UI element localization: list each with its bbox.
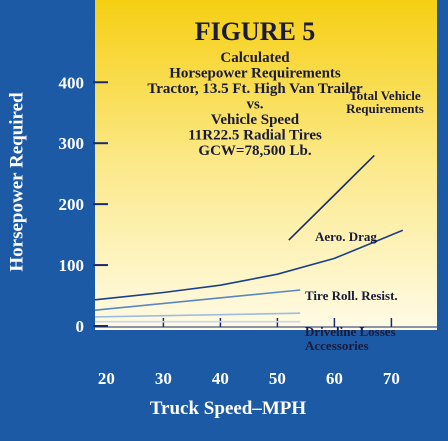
chart-subtitle: Horsepower Requirements <box>169 66 341 82</box>
chart-subtitle: Calculated <box>220 50 290 66</box>
y-tick-label: 300 <box>59 134 85 153</box>
x-tick-label: 60 <box>326 369 343 388</box>
series-line <box>94 289 301 311</box>
y-tick-label: 200 <box>59 195 85 214</box>
chart-subtitle: Tractor, 13.5 Ft. High Van Trailer <box>147 81 363 97</box>
series-label: Driveline Losses <box>305 324 396 339</box>
y-tick-label: 100 <box>59 256 85 275</box>
series-label: Tire Roll. Resist. <box>305 288 398 303</box>
series-label: Aero. Drag <box>315 229 377 244</box>
chart-subtitle: vs. <box>246 97 263 113</box>
series-label: Total Vehicle Requirements <box>346 88 424 116</box>
y-tick-label: 0 <box>76 317 85 336</box>
x-tick-label: 40 <box>212 369 229 388</box>
chart-subtitle: Vehicle Speed <box>211 112 300 128</box>
x-axis-label: Truck Speed–MPH <box>150 398 307 419</box>
x-tick-label: 20 <box>98 369 115 388</box>
plot-area <box>95 0 437 330</box>
x-tick-label: 70 <box>383 369 400 388</box>
series-label: Accessories <box>305 338 369 353</box>
x-tick-label: 30 <box>155 369 172 388</box>
series-line <box>94 312 301 318</box>
series-line <box>94 229 404 301</box>
chart-subtitle: GCW=78,500 Lb. <box>198 143 311 159</box>
chart-title: FIGURE 5 <box>195 17 316 46</box>
series-line <box>288 154 375 241</box>
chart-subtitle: 11R22.5 Radial Tires <box>188 128 322 144</box>
y-tick-label: 400 <box>59 73 85 92</box>
x-tick-label: 50 <box>269 369 286 388</box>
y-axis-label: Horsepower Required <box>6 92 27 272</box>
